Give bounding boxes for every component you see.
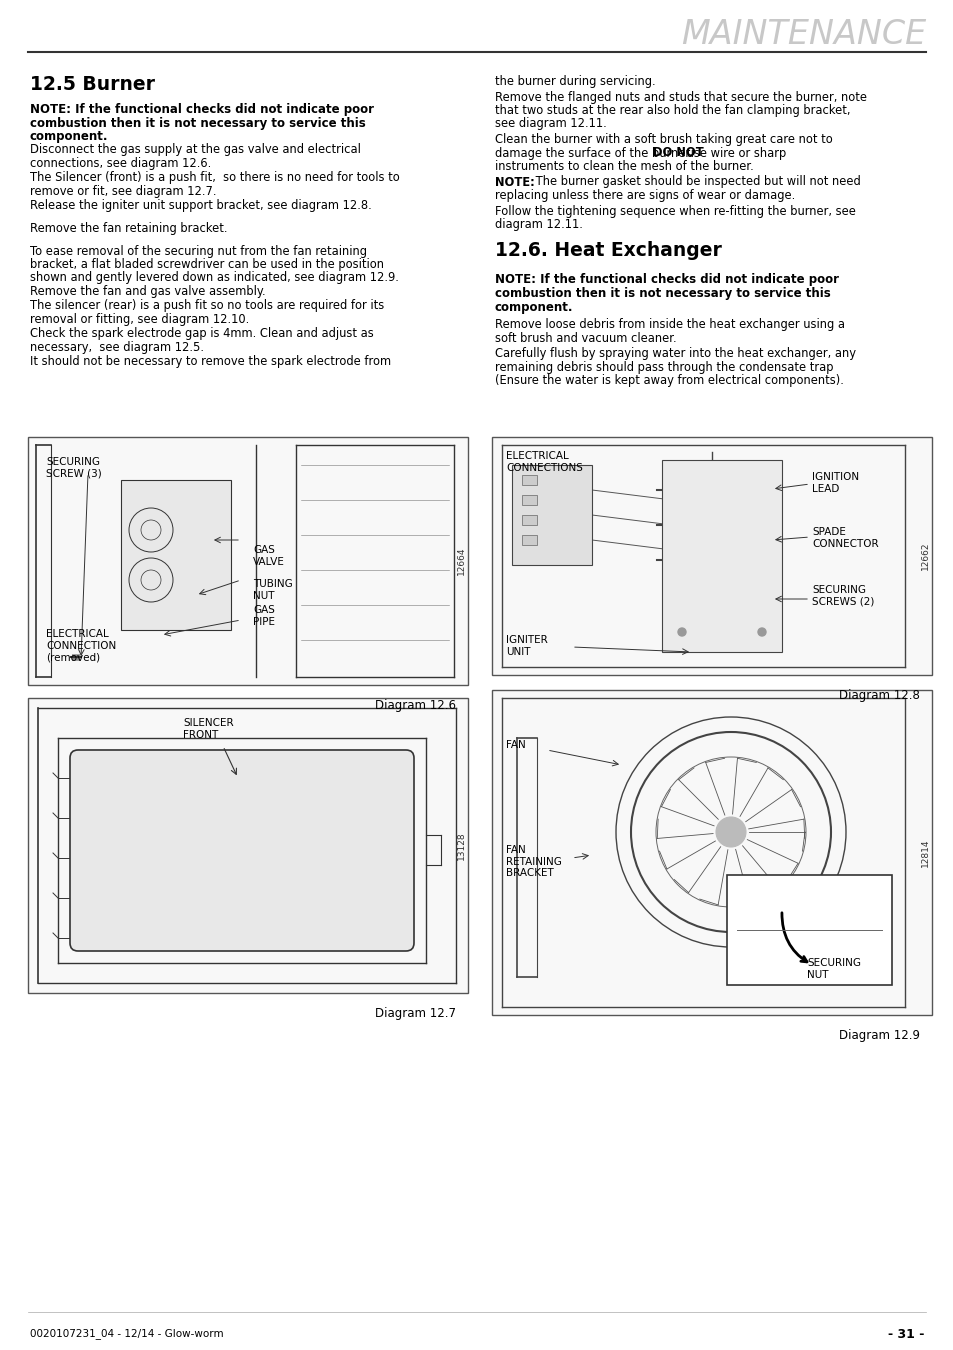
Text: ELECTRICAL
CONNECTIONS: ELECTRICAL CONNECTIONS xyxy=(505,451,582,472)
Bar xyxy=(661,460,781,652)
Text: 0020107231_04 - 12/14 - Glow-worm: 0020107231_04 - 12/14 - Glow-worm xyxy=(30,1328,223,1339)
Text: NOTE: If the functional checks did not indicate poor: NOTE: If the functional checks did not i… xyxy=(30,103,374,116)
Text: To ease removal of the securing nut from the fan retaining: To ease removal of the securing nut from… xyxy=(30,244,367,258)
Text: SPADE
CONNECTOR: SPADE CONNECTOR xyxy=(811,526,878,548)
Text: Clean the burner with a soft brush taking great care not to: Clean the burner with a soft brush takin… xyxy=(495,134,832,146)
Text: FAN: FAN xyxy=(505,740,525,751)
Bar xyxy=(492,437,931,675)
Bar xyxy=(521,514,537,525)
Text: DO NOT: DO NOT xyxy=(653,147,703,159)
Text: connections, see diagram 12.6.: connections, see diagram 12.6. xyxy=(30,157,211,170)
Bar xyxy=(726,875,891,986)
Text: Diagram 12.9: Diagram 12.9 xyxy=(838,1029,919,1042)
Bar xyxy=(521,495,537,505)
Text: Diagram 12.6: Diagram 12.6 xyxy=(375,699,456,711)
Text: NOTE:: NOTE: xyxy=(495,176,535,189)
Text: Diagram 12.8: Diagram 12.8 xyxy=(839,688,919,702)
Text: The Silencer (front) is a push fit,  so there is no need for tools to: The Silencer (front) is a push fit, so t… xyxy=(30,171,399,185)
Bar xyxy=(492,690,931,1015)
Text: the burner during servicing.: the burner during servicing. xyxy=(495,76,655,88)
Bar xyxy=(512,464,592,566)
Text: Check the spark electrode gap is 4mm. Clean and adjust as: Check the spark electrode gap is 4mm. Cl… xyxy=(30,328,374,340)
Text: Remove the fan and gas valve assembly.: Remove the fan and gas valve assembly. xyxy=(30,285,265,298)
Text: Release the igniter unit support bracket, see diagram 12.8.: Release the igniter unit support bracket… xyxy=(30,200,372,212)
Text: ELECTRICAL
CONNECTION
(removed): ELECTRICAL CONNECTION (removed) xyxy=(46,629,116,663)
Circle shape xyxy=(758,628,765,636)
Text: instruments to clean the mesh of the burner.: instruments to clean the mesh of the bur… xyxy=(495,161,753,173)
Text: use wire or sharp: use wire or sharp xyxy=(682,147,785,159)
Text: SECURING
SCREW (3): SECURING SCREW (3) xyxy=(46,458,102,479)
Text: 12814: 12814 xyxy=(920,838,928,867)
Text: soft brush and vacuum cleaner.: soft brush and vacuum cleaner. xyxy=(495,332,676,344)
Text: replacing unless there are signs of wear or damage.: replacing unless there are signs of wear… xyxy=(495,189,795,202)
Text: - 31 -: - 31 - xyxy=(886,1328,923,1341)
Text: removal or fitting, see diagram 12.10.: removal or fitting, see diagram 12.10. xyxy=(30,313,249,325)
Circle shape xyxy=(678,628,685,636)
Text: FAN
RETAINING
BRACKET: FAN RETAINING BRACKET xyxy=(505,845,561,879)
Circle shape xyxy=(716,817,745,846)
Text: It should not be necessary to remove the spark electrode from: It should not be necessary to remove the… xyxy=(30,355,391,369)
Text: diagram 12.11.: diagram 12.11. xyxy=(495,217,582,231)
Text: IGNITION
LEAD: IGNITION LEAD xyxy=(811,472,859,494)
Text: component.: component. xyxy=(30,130,109,143)
Text: necessary,  see diagram 12.5.: necessary, see diagram 12.5. xyxy=(30,342,204,354)
Bar xyxy=(121,481,231,630)
Text: shown and gently levered down as indicated, see diagram 12.9.: shown and gently levered down as indicat… xyxy=(30,271,398,285)
Text: component.: component. xyxy=(495,301,573,313)
Text: see diagram 12.11.: see diagram 12.11. xyxy=(495,117,606,131)
Text: combustion then it is not necessary to service this: combustion then it is not necessary to s… xyxy=(30,116,365,130)
Text: bracket, a flat bladed screwdriver can be used in the position: bracket, a flat bladed screwdriver can b… xyxy=(30,258,384,271)
Text: MAINTENANCE: MAINTENANCE xyxy=(680,19,925,51)
Text: 13128: 13128 xyxy=(456,832,465,860)
Text: remove or fit, see diagram 12.7.: remove or fit, see diagram 12.7. xyxy=(30,185,216,198)
Text: that two studs at the rear also hold the fan clamping bracket,: that two studs at the rear also hold the… xyxy=(495,104,850,117)
Text: Remove the fan retaining bracket.: Remove the fan retaining bracket. xyxy=(30,221,227,235)
Text: 12.5 Burner: 12.5 Burner xyxy=(30,76,154,95)
Text: combustion then it is not necessary to service this: combustion then it is not necessary to s… xyxy=(495,288,830,300)
Text: Remove loose debris from inside the heat exchanger using a: Remove loose debris from inside the heat… xyxy=(495,319,844,331)
Text: SECURING
SCREWS (2): SECURING SCREWS (2) xyxy=(811,585,874,606)
Text: SECURING
NUT: SECURING NUT xyxy=(806,958,861,980)
Text: Carefully flush by spraying water into the heat exchanger, any: Carefully flush by spraying water into t… xyxy=(495,347,855,360)
Text: 12664: 12664 xyxy=(456,547,465,575)
FancyBboxPatch shape xyxy=(70,751,414,950)
Bar xyxy=(521,475,537,485)
Text: IGNITER
UNIT: IGNITER UNIT xyxy=(505,634,547,656)
Bar xyxy=(521,535,537,545)
Bar xyxy=(28,698,468,994)
Text: Follow the tightening sequence when re-fitting the burner, see: Follow the tightening sequence when re-f… xyxy=(495,204,855,217)
Text: damage the surface of the burner.: damage the surface of the burner. xyxy=(495,147,696,159)
Text: GAS
PIPE: GAS PIPE xyxy=(253,605,274,626)
Text: The silencer (rear) is a push fit so no tools are required for its: The silencer (rear) is a push fit so no … xyxy=(30,300,384,312)
Text: Disconnect the gas supply at the gas valve and electrical: Disconnect the gas supply at the gas val… xyxy=(30,143,360,157)
Text: (Ensure the water is kept away from electrical components).: (Ensure the water is kept away from elec… xyxy=(495,374,843,387)
Text: remaining debris should pass through the condensate trap: remaining debris should pass through the… xyxy=(495,360,833,374)
Text: Remove the flanged nuts and studs that secure the burner, note: Remove the flanged nuts and studs that s… xyxy=(495,90,866,104)
Text: NOTE: If the functional checks did not indicate poor: NOTE: If the functional checks did not i… xyxy=(495,274,838,286)
Text: The burner gasket should be inspected but will not need: The burner gasket should be inspected bu… xyxy=(532,176,860,189)
Text: 12662: 12662 xyxy=(920,541,928,570)
Text: 12.6. Heat Exchanger: 12.6. Heat Exchanger xyxy=(495,242,721,261)
Text: TUBING
NUT: TUBING NUT xyxy=(253,579,293,601)
Bar xyxy=(28,437,468,684)
Text: SILENCER
FRONT: SILENCER FRONT xyxy=(183,718,233,740)
Text: Diagram 12.7: Diagram 12.7 xyxy=(375,1007,456,1021)
Text: GAS
VALVE: GAS VALVE xyxy=(253,545,285,567)
